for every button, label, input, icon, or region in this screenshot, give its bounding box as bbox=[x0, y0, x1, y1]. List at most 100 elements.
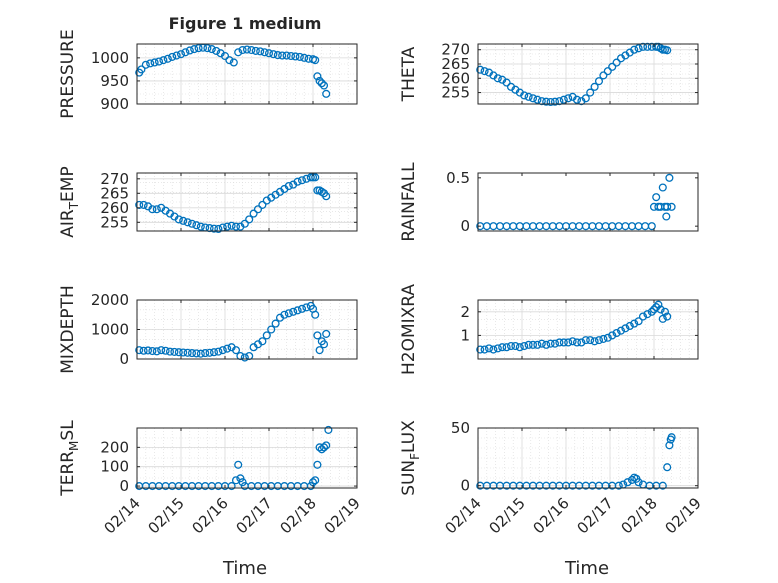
data-point bbox=[542, 340, 551, 349]
data-point bbox=[590, 337, 599, 346]
data-point bbox=[236, 474, 245, 483]
data-point bbox=[278, 51, 287, 60]
y-axis-label: TERRMSL bbox=[58, 420, 81, 497]
data-point bbox=[205, 224, 214, 233]
data-point bbox=[581, 336, 590, 345]
y-tick-label: 1000 bbox=[91, 49, 129, 67]
data-point bbox=[564, 94, 573, 103]
data-point bbox=[313, 460, 322, 469]
data-point bbox=[634, 317, 643, 326]
data-point bbox=[322, 192, 331, 201]
data-point bbox=[586, 88, 595, 97]
data-point bbox=[240, 353, 249, 362]
data-point bbox=[238, 478, 247, 487]
y-axis-label: H2OMIXRA bbox=[399, 284, 419, 375]
data-point bbox=[634, 478, 643, 487]
axes-box bbox=[136, 427, 358, 489]
data-point bbox=[284, 309, 293, 318]
data-point bbox=[524, 92, 533, 101]
data-point bbox=[179, 348, 188, 357]
data-point bbox=[502, 78, 511, 87]
data-point bbox=[568, 337, 577, 346]
data-point bbox=[196, 349, 205, 358]
data-point bbox=[240, 219, 249, 228]
y-tick-label: 1000 bbox=[91, 321, 129, 339]
y-tick-label: 900 bbox=[100, 95, 129, 113]
data-point bbox=[484, 344, 494, 353]
data-point bbox=[546, 339, 555, 348]
data-point bbox=[148, 205, 157, 214]
data-point bbox=[297, 176, 307, 185]
data-point bbox=[148, 346, 157, 356]
y-tick-label: 0 bbox=[119, 350, 129, 368]
data-point bbox=[502, 343, 511, 352]
data-point bbox=[476, 65, 485, 74]
data-point bbox=[251, 46, 260, 55]
data-point bbox=[665, 173, 674, 182]
y-tick-label: 950 bbox=[100, 72, 129, 90]
data-point bbox=[168, 52, 177, 61]
data-point bbox=[667, 202, 676, 211]
data-point bbox=[209, 348, 219, 357]
data-point bbox=[324, 425, 333, 434]
data-point bbox=[594, 336, 604, 345]
data-point bbox=[643, 310, 652, 319]
data-point bbox=[550, 97, 560, 106]
data-point bbox=[139, 200, 148, 209]
y-tick-label: 1 bbox=[460, 326, 470, 344]
data-point bbox=[234, 48, 243, 57]
data-point bbox=[603, 67, 612, 76]
data-point bbox=[194, 44, 203, 53]
data-point bbox=[581, 94, 590, 103]
data-point bbox=[315, 346, 324, 355]
data-point bbox=[537, 339, 546, 348]
data-point bbox=[528, 94, 538, 103]
figure-title: Figure 1 medium bbox=[169, 14, 322, 33]
data-point bbox=[311, 310, 320, 319]
data-point bbox=[599, 71, 608, 80]
data-point bbox=[187, 349, 197, 358]
data-point bbox=[658, 314, 667, 323]
data-point bbox=[590, 82, 599, 91]
y-tick-label: 255 bbox=[441, 84, 470, 102]
data-point bbox=[608, 331, 617, 340]
y-tick-label: 0 bbox=[460, 217, 470, 235]
data-point bbox=[658, 183, 667, 192]
data-point bbox=[163, 54, 172, 63]
data-point bbox=[594, 77, 604, 86]
x-axis-label-right: Time bbox=[564, 558, 609, 579]
data-point bbox=[506, 341, 516, 351]
data-point bbox=[269, 50, 278, 59]
data-point bbox=[262, 331, 271, 340]
data-point bbox=[572, 95, 582, 104]
data-point bbox=[293, 177, 302, 186]
y-axis-label: MIXDEPTH bbox=[58, 285, 78, 374]
data-point bbox=[291, 52, 300, 61]
data-point bbox=[630, 45, 639, 54]
data-point bbox=[260, 48, 269, 57]
data-point bbox=[603, 333, 612, 342]
y-tick-label: 270 bbox=[441, 41, 470, 59]
data-point bbox=[555, 97, 564, 106]
data-point bbox=[319, 81, 329, 90]
subplot-mixdepth: 0 1000 2000 MIXDEPTH bbox=[58, 285, 358, 374]
data-point bbox=[555, 338, 564, 347]
data-point bbox=[586, 336, 595, 345]
data-point bbox=[214, 347, 223, 356]
data-point bbox=[654, 300, 663, 309]
data-point bbox=[225, 56, 234, 65]
data-point bbox=[220, 51, 230, 61]
data-point bbox=[660, 307, 670, 316]
data-point bbox=[663, 312, 672, 321]
axes-box bbox=[477, 299, 699, 360]
data-point bbox=[311, 476, 320, 485]
data-point bbox=[181, 48, 190, 57]
data-point bbox=[306, 482, 315, 491]
y-tick-label: 0 bbox=[460, 477, 470, 495]
y-tick-label: 270 bbox=[100, 170, 129, 188]
data-point bbox=[273, 51, 282, 60]
data-point bbox=[174, 215, 183, 224]
data-point bbox=[638, 42, 648, 51]
